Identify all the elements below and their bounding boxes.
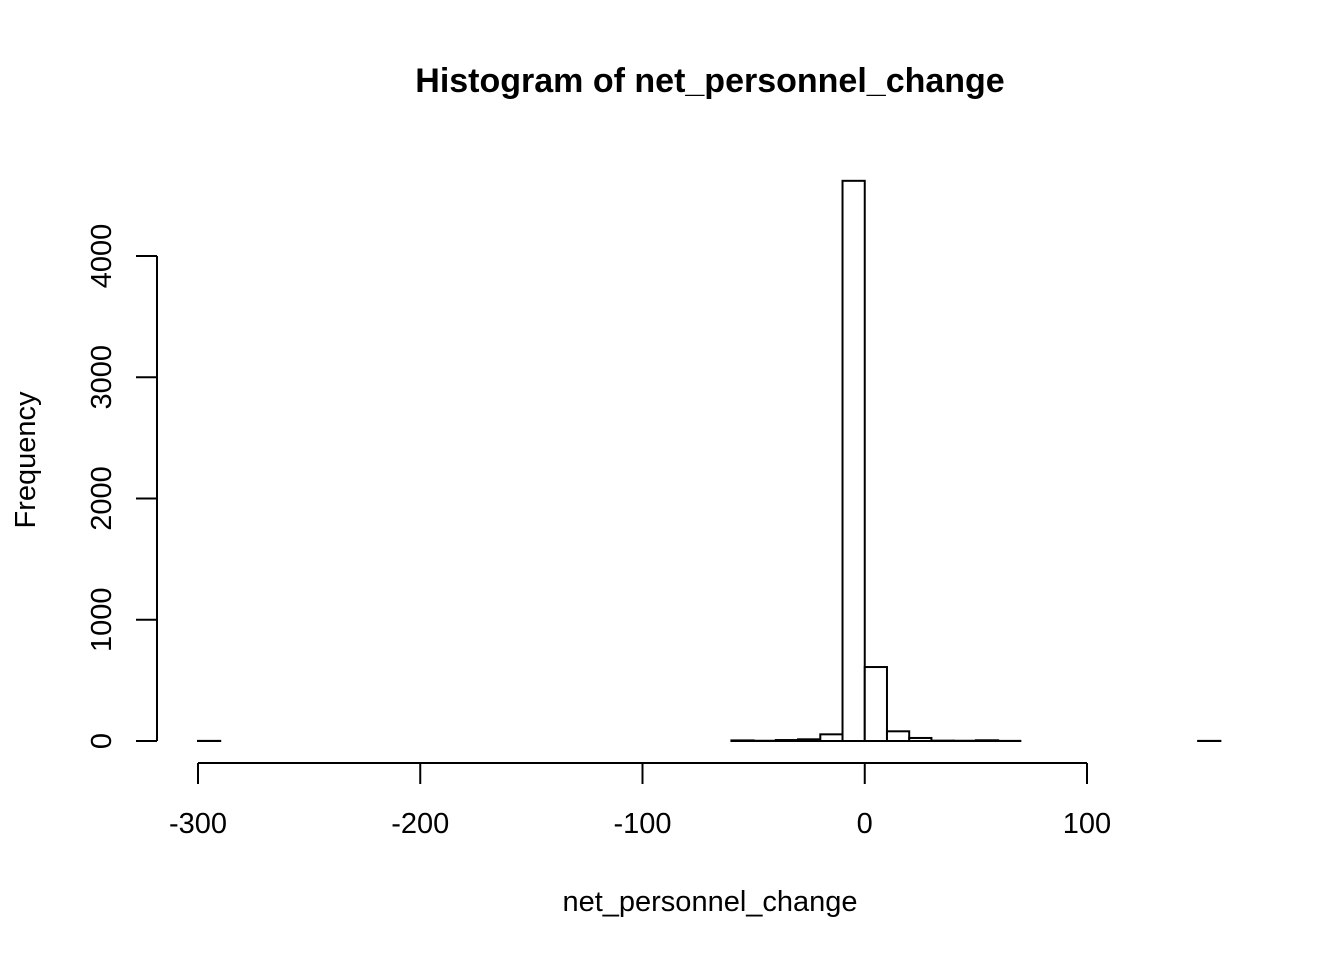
histogram-bar: [841, 179, 866, 742]
y-tick-label: 4000: [86, 224, 118, 289]
y-tick-label: 3000: [86, 345, 118, 410]
x-axis: -300 -200 -100 0 100: [169, 762, 1111, 840]
histogram-bar: [774, 739, 800, 743]
histogram-bar: [885, 730, 911, 742]
x-tick-label: -100: [613, 808, 671, 840]
y-axis: 0 1000 2000 3000 4000: [86, 224, 158, 749]
y-axis-label: Frequency: [10, 391, 42, 529]
histogram-bar: [974, 739, 1000, 743]
y-tick-label: 1000: [86, 587, 118, 652]
histogram-bar: [908, 736, 933, 742]
histogram-bar: [863, 666, 888, 742]
histogram-bar: [730, 739, 755, 742]
x-tick-label: -300: [169, 808, 227, 840]
histogram-bar: [797, 738, 822, 742]
x-tick-label: 100: [1063, 808, 1111, 840]
y-tick-label: 2000: [86, 466, 118, 531]
y-tick-label: 0: [86, 733, 118, 749]
x-axis-label: net_personnel_change: [562, 886, 857, 918]
chart-title: Histogram of net_personnel_change: [415, 62, 1004, 100]
x-tick-label: 0: [857, 808, 873, 840]
histogram-bar: [819, 733, 844, 742]
x-tick-label: -200: [391, 808, 449, 840]
histogram-bars: [197, 179, 1222, 743]
